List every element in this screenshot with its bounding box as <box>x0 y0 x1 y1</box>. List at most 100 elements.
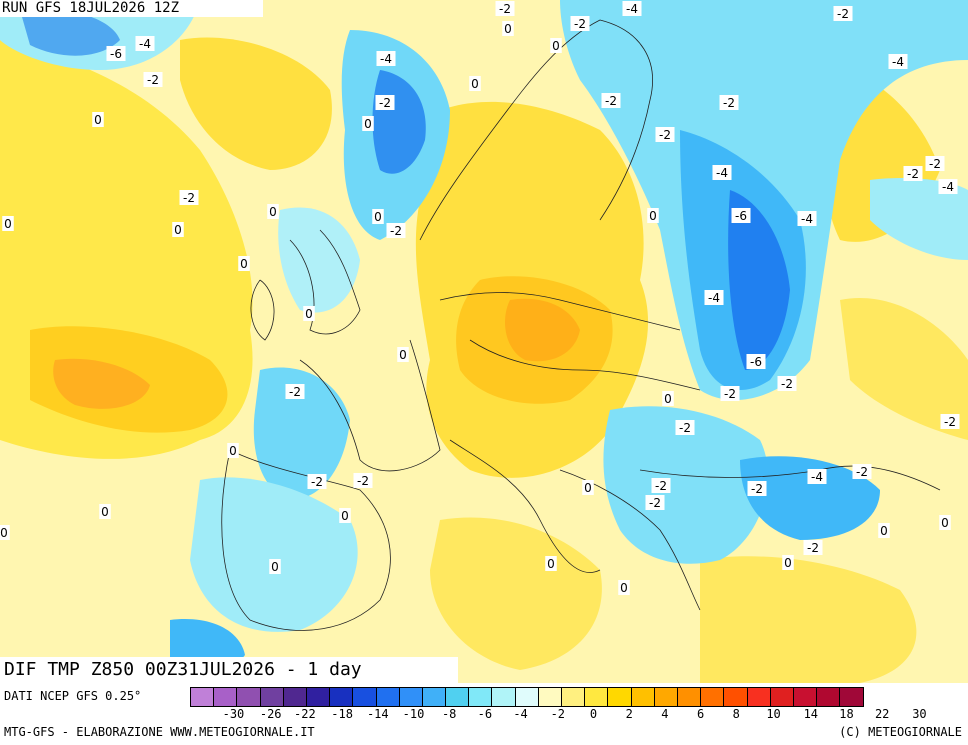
svg-text:-2: -2 <box>751 482 763 496</box>
svg-text:0: 0 <box>364 117 372 131</box>
svg-text:-2: -2 <box>723 96 735 110</box>
svg-text:-4: -4 <box>380 52 392 66</box>
contour-label: 0 <box>397 347 409 362</box>
svg-text:-6: -6 <box>750 355 762 369</box>
legend-tick-label: -8 <box>441 707 457 721</box>
contour-label: -2 <box>852 464 872 479</box>
map-title: DIF TMP Z850 00Z31JUL2026 - 1 day <box>0 657 458 683</box>
legend-swatch <box>840 688 864 706</box>
contour-label: 0 <box>267 204 279 219</box>
svg-text:-2: -2 <box>837 7 849 21</box>
contour-label: -2 <box>719 95 739 110</box>
legend-swatch <box>237 688 261 706</box>
contour-label: -4 <box>376 51 396 66</box>
svg-text:0: 0 <box>880 524 888 538</box>
contour-label: -2 <box>655 127 675 142</box>
legend-tick-label: 30 <box>912 707 927 721</box>
contour-label: -2 <box>143 72 163 87</box>
contour-label: -2 <box>925 156 945 171</box>
svg-text:0: 0 <box>271 560 279 574</box>
contour-label: -2 <box>495 1 515 16</box>
svg-text:-4: -4 <box>139 37 151 51</box>
contour-label: 0 <box>662 391 674 406</box>
svg-text:0: 0 <box>584 481 592 495</box>
legend-tick-label: 22 <box>874 707 890 721</box>
legend-swatch <box>353 688 377 706</box>
svg-text:-2: -2 <box>183 191 195 205</box>
svg-text:-2: -2 <box>856 465 868 479</box>
contour-label: -6 <box>106 46 126 61</box>
anomaly-area <box>430 517 602 670</box>
contour-label: 0 <box>550 38 562 53</box>
legend-tick-label: -4 <box>513 707 528 721</box>
svg-text:-2: -2 <box>147 73 159 87</box>
svg-text:0: 0 <box>305 307 313 321</box>
legend-tick-label: 8 <box>732 707 740 721</box>
contour-label: 0 <box>372 209 384 224</box>
legend-swatch <box>399 688 423 706</box>
anomaly-area <box>728 190 790 370</box>
svg-text:-2: -2 <box>605 94 617 108</box>
contour-label: -2 <box>720 386 740 401</box>
legend-swatch <box>724 688 748 706</box>
legend-tick-label: 14 <box>803 707 819 721</box>
legend-tick-label: -30 <box>222 707 245 721</box>
legend-swatch <box>191 688 215 706</box>
svg-text:0: 0 <box>94 113 102 127</box>
svg-text:-2: -2 <box>907 167 919 181</box>
legend-swatch <box>469 688 493 706</box>
svg-text:-4: -4 <box>716 166 728 180</box>
contour-label: 0 <box>545 556 557 571</box>
legend-swatch <box>515 688 539 706</box>
legend-swatch <box>446 688 470 706</box>
legend-tick-label: -6 <box>477 707 493 721</box>
anomaly-area <box>840 298 968 440</box>
legend-swatch <box>260 688 284 706</box>
svg-text:-2: -2 <box>311 475 323 489</box>
color-legend <box>190 687 865 707</box>
contour-label: 0 <box>878 523 890 538</box>
footer: DATI NCEP GFS 0.25° -30 -26 -22 -18 -14 -10 -8… <box>0 683 968 745</box>
contour-label: -2 <box>675 420 695 435</box>
contour-label: -2 <box>601 93 621 108</box>
svg-text:-4: -4 <box>892 55 904 69</box>
legend-swatch <box>747 688 771 706</box>
credit-right: (C) METEOGIORNALE <box>839 725 962 739</box>
legend-tick-label: -10 <box>402 707 425 721</box>
legend-tick-label: -26 <box>259 707 282 721</box>
contour-label: -6 <box>731 208 751 223</box>
svg-text:-2: -2 <box>574 17 586 31</box>
svg-text:0: 0 <box>229 444 237 458</box>
svg-text:-2: -2 <box>649 496 661 510</box>
contour-label: -2 <box>285 384 305 399</box>
run-label: RUN GFS 18JUL2026 12Z <box>0 0 263 17</box>
contour-label: -6 <box>746 354 766 369</box>
anomaly-area <box>870 178 968 260</box>
legend-swatch <box>654 688 678 706</box>
anomaly-area <box>505 298 580 362</box>
contour-label: -4 <box>888 54 908 69</box>
svg-text:0: 0 <box>341 509 349 523</box>
legend-tick-label: 10 <box>766 707 781 721</box>
contour-label: -4 <box>622 1 642 16</box>
svg-text:-2: -2 <box>724 387 736 401</box>
svg-text:0: 0 <box>620 581 628 595</box>
contour-label: 0 <box>269 559 281 574</box>
legend-tick-labels: -30 -26 -22 -18 -14 -10 -8 -6 -4 -2 0 2 4 6 8 10 14 18 22 3… <box>190 707 966 723</box>
legend-tick-label: 18 <box>839 707 854 721</box>
contour-label: 0 <box>618 580 630 595</box>
svg-text:0: 0 <box>374 210 382 224</box>
legend-swatch <box>492 688 516 706</box>
svg-text:-2: -2 <box>929 157 941 171</box>
svg-text:-2: -2 <box>679 421 691 435</box>
svg-text:-2: -2 <box>379 96 391 110</box>
legend-swatch <box>608 688 632 706</box>
anomaly-area <box>53 358 150 409</box>
svg-text:-2: -2 <box>944 415 956 429</box>
svg-text:-2: -2 <box>781 377 793 391</box>
contour-label: -2 <box>353 473 373 488</box>
contour-label: -2 <box>179 190 199 205</box>
svg-text:-4: -4 <box>811 470 823 484</box>
legend-swatch <box>283 688 307 706</box>
legend-swatch <box>677 688 702 706</box>
